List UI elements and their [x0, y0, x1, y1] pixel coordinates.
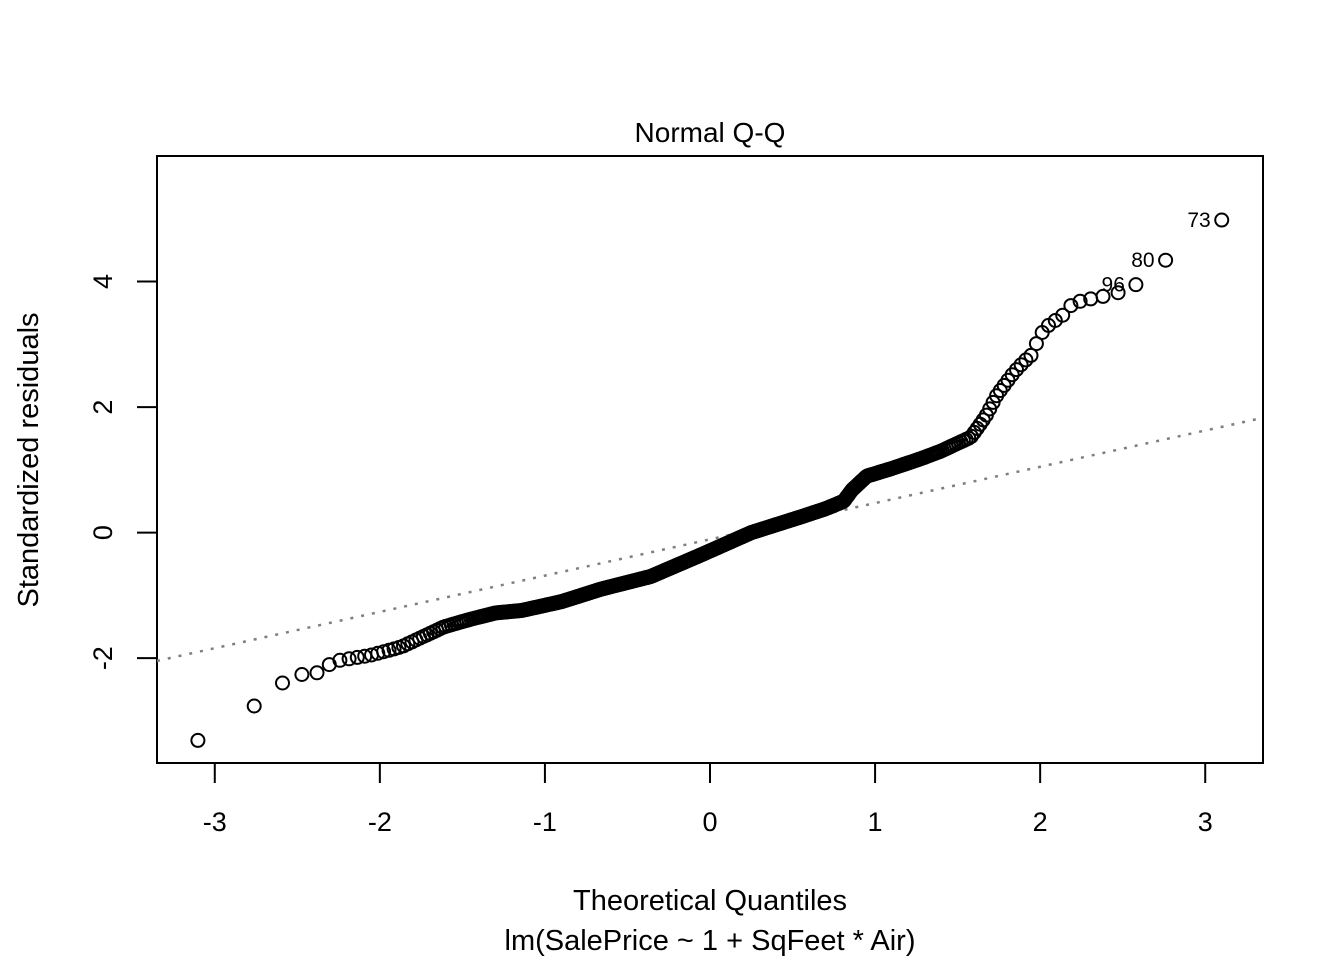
data-point	[1095, 288, 1111, 304]
x-tick-label: -1	[533, 807, 557, 837]
x-tick-label: 2	[1033, 807, 1048, 837]
y-tick-label: 4	[88, 274, 118, 289]
outlier-label: 80	[1131, 249, 1154, 272]
outlier-point	[1214, 212, 1230, 228]
data-point	[1055, 307, 1071, 323]
data-point	[1013, 357, 1029, 373]
data-point	[1018, 352, 1034, 368]
data-point	[341, 651, 357, 667]
y-tick-label: 2	[88, 400, 118, 415]
data-point	[275, 675, 290, 691]
y-tick-label: -2	[88, 646, 118, 670]
y-tick-label: 0	[88, 525, 118, 540]
data-point	[349, 649, 365, 665]
x-axis-ticks: -3 -2 -1 0 1 2 3	[203, 763, 1213, 837]
y-axis-label: Standardized residuals	[13, 312, 45, 607]
outlier-label: 96	[1102, 274, 1125, 297]
outlier-point	[1158, 252, 1174, 268]
outlier-point	[1128, 277, 1144, 293]
data-points	[190, 285, 1126, 748]
x-axis-model-caption: lm(SalePrice ~ 1 + SqFeet * Air)	[505, 925, 916, 957]
reference-line	[156, 416, 1264, 663]
data-point	[309, 665, 325, 681]
data-point	[1110, 285, 1126, 301]
data-point	[1023, 347, 1039, 363]
x-tick-label: 3	[1198, 807, 1213, 837]
data-point	[1072, 293, 1088, 309]
chart-title: Normal Q-Q	[635, 117, 786, 148]
x-tick-label: 0	[702, 807, 717, 837]
outlier-label: 73	[1187, 209, 1210, 232]
data-point	[1009, 362, 1024, 378]
data-point	[1063, 298, 1079, 314]
labeled-outlier-points: 73 80 96	[1102, 209, 1230, 297]
x-tick-label: -2	[368, 807, 392, 837]
data-point	[332, 652, 348, 668]
x-axis-label: Theoretical Quantiles	[573, 885, 847, 917]
data-point	[294, 667, 310, 682]
x-tick-label: -3	[203, 807, 227, 837]
qq-reference-line	[156, 416, 1264, 663]
data-point	[246, 698, 262, 714]
y-axis-ticks: -2 0 2 4	[88, 274, 157, 670]
x-tick-label: 1	[868, 807, 883, 837]
data-point	[190, 732, 206, 748]
